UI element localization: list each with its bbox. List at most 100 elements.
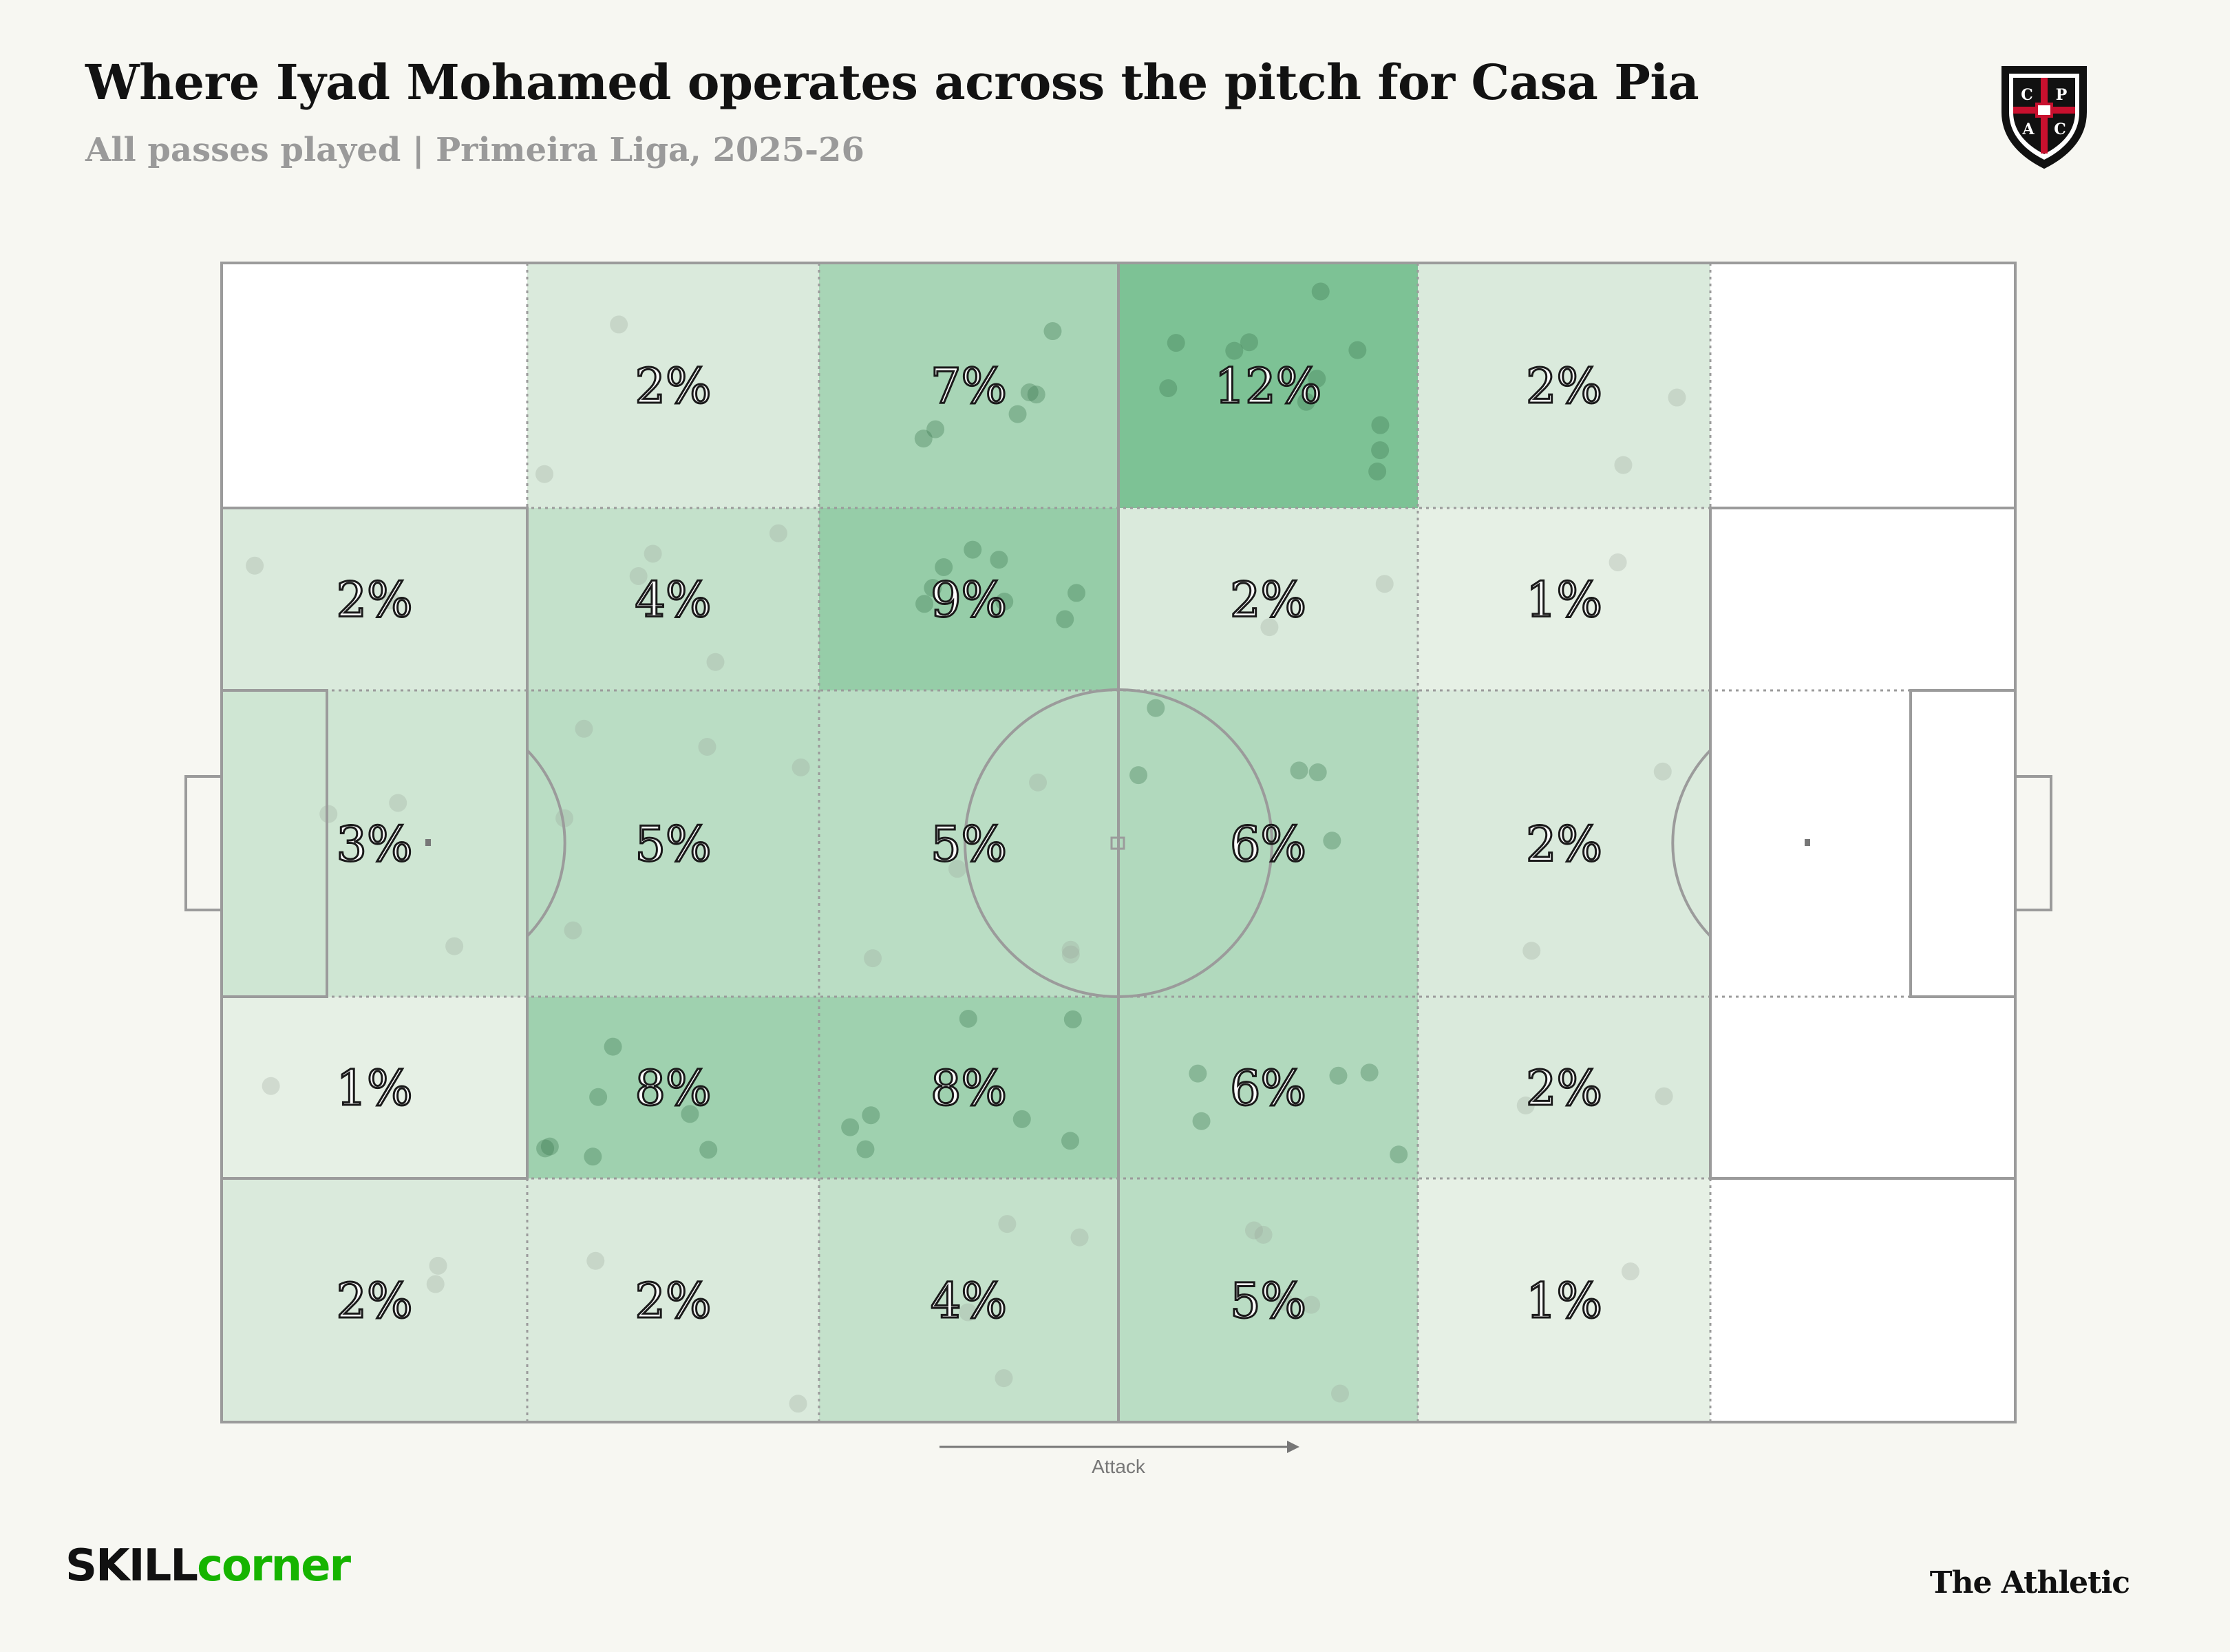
zone-cell	[819, 997, 1118, 1178]
zone-value-label: 8%	[931, 1060, 1007, 1116]
zone-value-label: 2%	[1526, 358, 1602, 414]
pass-dot	[1020, 383, 1039, 402]
pass-dot	[1297, 392, 1315, 411]
pass-dot	[1621, 1262, 1639, 1281]
skillcorner-logo-part1: SKILL	[65, 1540, 198, 1591]
zone-cell	[527, 263, 819, 508]
pass-dot	[1008, 405, 1027, 423]
pass-dot	[1061, 945, 1080, 964]
left-penalty-arc	[526, 749, 566, 938]
pass-dot	[995, 1369, 1013, 1388]
pass-dot	[1371, 416, 1390, 434]
pass-dot	[1360, 1063, 1379, 1082]
zone-value-label: 5%	[931, 816, 1007, 873]
zone-cell	[222, 263, 527, 508]
chart-title: Where Iyad Mohamed operates across the p…	[85, 54, 1699, 111]
pass-dot	[1516, 1097, 1535, 1115]
pass-dot	[1290, 761, 1308, 780]
pass-dot	[1608, 553, 1627, 571]
zone-cell	[1118, 1178, 1418, 1422]
pass-dot	[536, 1139, 555, 1158]
zone-value-label: 2%	[336, 1273, 412, 1329]
pass-dot	[706, 653, 725, 671]
zone-cell	[819, 263, 1118, 508]
pass-dot	[564, 921, 582, 940]
pass-dot	[1348, 341, 1367, 359]
pass-dot	[1668, 388, 1686, 407]
zone-value-label: 4%	[931, 1273, 1007, 1329]
right-penalty-arc	[1671, 749, 1712, 938]
chart-subtitle: All passes played | Primeira Liga, 2025-…	[85, 131, 864, 169]
zone-cell	[1710, 1178, 2015, 1422]
pass-dot	[864, 949, 882, 968]
pass-dot	[610, 315, 628, 334]
pass-dot	[1240, 333, 1258, 352]
zone-value-label: 2%	[1230, 572, 1306, 628]
pass-dot	[1063, 1010, 1082, 1028]
pass-dot	[1614, 456, 1633, 474]
pass-dot	[998, 1215, 1017, 1233]
pass-dot	[959, 1010, 977, 1028]
zone-value-label: 2%	[336, 572, 412, 628]
zone-cell	[1710, 263, 2015, 508]
pass-dot	[915, 595, 934, 613]
pass-dot	[1192, 1112, 1211, 1130]
pass-dot	[1012, 1110, 1031, 1128]
pass-dot	[699, 1141, 718, 1159]
pass-dot	[792, 758, 810, 776]
pass-dot	[935, 558, 953, 576]
pass-dot	[914, 430, 933, 448]
attack-label: Attack	[1092, 1456, 1146, 1477]
pass-dot	[535, 465, 554, 483]
zone-cell	[1118, 263, 1418, 508]
zone-cell	[1418, 1178, 1710, 1422]
pass-dot	[246, 556, 264, 575]
crest-letter-c1: C	[2021, 86, 2033, 104]
zone-cells	[222, 263, 2015, 1422]
zone-cell	[222, 1178, 527, 1422]
the-athletic-logo: The Athletic	[1929, 1565, 2130, 1600]
zone-value-label: 4%	[635, 572, 711, 628]
pass-dot	[586, 1251, 605, 1270]
right-penalty-spot	[1805, 839, 1810, 846]
pass-dot	[1027, 385, 1045, 404]
centre-spot	[1110, 836, 1125, 850]
pass-dot	[1302, 1295, 1321, 1314]
zone-cell	[1418, 997, 1710, 1178]
pass-dot	[429, 1256, 447, 1275]
left-penalty-spot	[425, 839, 431, 846]
zone-value-label: 6%	[1230, 1060, 1306, 1116]
pass-dot	[1655, 1087, 1673, 1105]
crest-letter-a: A	[2021, 120, 2035, 138]
zone-cell	[1710, 508, 2015, 690]
pass-dot	[789, 1395, 807, 1413]
pass-dot	[540, 1137, 559, 1156]
zone-cell	[527, 1178, 819, 1422]
zone-value-label: 9%	[931, 572, 1007, 628]
left-goal	[184, 775, 223, 911]
zone-cell	[819, 1178, 1118, 1422]
zone-value-label: 6%	[1230, 816, 1306, 873]
zone-cell	[527, 690, 819, 997]
zone-value-label: 2%	[635, 1273, 711, 1329]
pass-dot	[389, 794, 407, 812]
pass-dot	[1159, 379, 1178, 397]
pass-dot	[1061, 1132, 1080, 1150]
pass-dot	[1070, 1228, 1089, 1247]
pass-dot	[584, 1147, 602, 1166]
skillcorner-logo-part2: corner	[197, 1540, 351, 1591]
pass-dot	[1068, 584, 1086, 602]
pass-dot	[1061, 940, 1080, 959]
pass-dot	[1260, 618, 1279, 637]
pass-dot	[555, 809, 574, 827]
skillcorner-logo: SKILLcorner	[65, 1540, 351, 1591]
pass-dot	[445, 937, 464, 955]
zone-value-label: 5%	[635, 816, 711, 873]
pass-dot	[604, 1037, 622, 1056]
pass-dot	[262, 1077, 280, 1095]
pass-dot	[1167, 334, 1185, 352]
zone-value-label: 2%	[635, 358, 711, 414]
pass-dot	[1147, 699, 1165, 717]
pass-dot	[959, 1303, 977, 1322]
pass-dot	[589, 1088, 608, 1106]
